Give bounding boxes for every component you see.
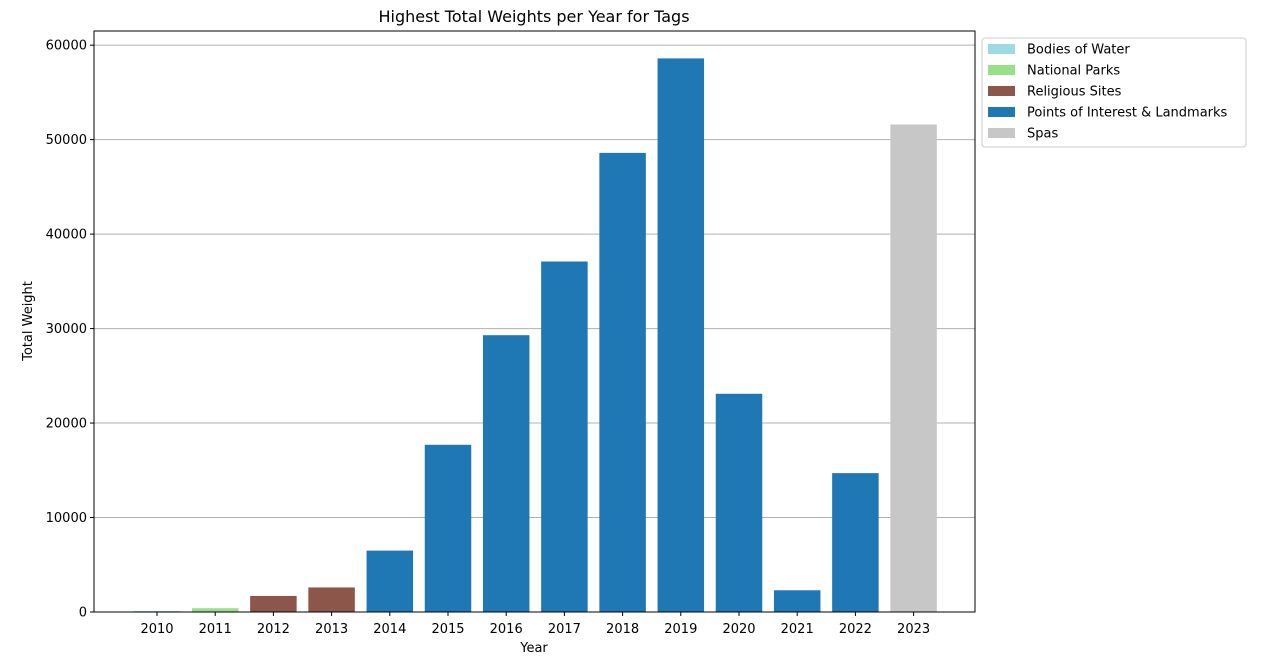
grid-lines xyxy=(94,44,975,519)
x-tick-label: 2010 xyxy=(140,622,173,637)
bar-2012 xyxy=(250,595,297,612)
bar-2023 xyxy=(890,124,937,613)
legend-entry: Religious Sites xyxy=(1027,85,1122,100)
bar-2013 xyxy=(308,587,355,612)
bar-2022 xyxy=(832,473,879,612)
bar-2015 xyxy=(424,444,472,612)
bar-2017 xyxy=(541,261,588,612)
y-tick-label: 10000 xyxy=(46,511,87,526)
legend-entry: Spas xyxy=(1027,127,1058,142)
y-tick-label: 60000 xyxy=(46,39,87,54)
legend-swatch xyxy=(988,107,1015,117)
x-tick-label: 2021 xyxy=(781,622,814,637)
y-tick-label: 50000 xyxy=(46,133,87,148)
bar-2011 xyxy=(191,608,239,612)
plot-frame xyxy=(93,30,976,613)
y-tick-label: 30000 xyxy=(46,322,87,337)
x-axis-label: Year xyxy=(519,641,548,656)
x-tick-label: 2014 xyxy=(373,622,406,637)
x-tick-label: 2011 xyxy=(199,622,232,637)
x-tick-label: 2015 xyxy=(431,622,464,637)
x-tick-label: 2017 xyxy=(548,622,581,637)
x-tick-label: 2023 xyxy=(897,622,930,637)
x-tick-label: 2019 xyxy=(664,622,697,637)
x-tick-label: 2020 xyxy=(722,622,755,637)
bar-2021 xyxy=(773,590,821,612)
y-tick-label: 40000 xyxy=(46,228,87,243)
chart-title: Highest Total Weights per Year for Tags xyxy=(378,7,689,26)
x-tick-label: 2012 xyxy=(257,622,290,637)
legend-entry: Bodies of Water xyxy=(1027,43,1130,58)
x-tick-label: 2018 xyxy=(606,622,639,637)
bar-2020 xyxy=(715,393,763,612)
legend-swatch xyxy=(988,86,1015,96)
bar-2014 xyxy=(366,550,414,612)
legend-frame xyxy=(981,37,1247,148)
legend-swatch xyxy=(988,44,1015,54)
legend: Bodies of Water National Parks Religious S… xyxy=(981,37,1247,148)
legend-entry: Points of Interest & Landmarks xyxy=(1027,106,1228,121)
legend-swatch xyxy=(988,65,1015,75)
x-tick-label: 2013 xyxy=(315,622,348,637)
y-tick-label: 20000 xyxy=(46,417,87,432)
bar-2016 xyxy=(482,335,530,612)
legend-swatch xyxy=(988,128,1015,138)
y-axis: 0 10000 20000 30000 40000 50000 60000 xyxy=(46,39,94,621)
legend-entry: National Parks xyxy=(1027,64,1120,79)
y-axis-label: Total Weight xyxy=(21,281,36,362)
x-tick-label: 2022 xyxy=(839,622,872,637)
bar-2019 xyxy=(657,58,705,613)
x-axis: 2010 2011 2012 2013 2014 2015 2016 2017 2018 2019… xyxy=(140,612,930,637)
bar-2018 xyxy=(599,152,646,612)
y-tick-label: 0 xyxy=(79,606,87,621)
x-tick-label: 2016 xyxy=(490,622,523,637)
bars xyxy=(133,58,937,613)
